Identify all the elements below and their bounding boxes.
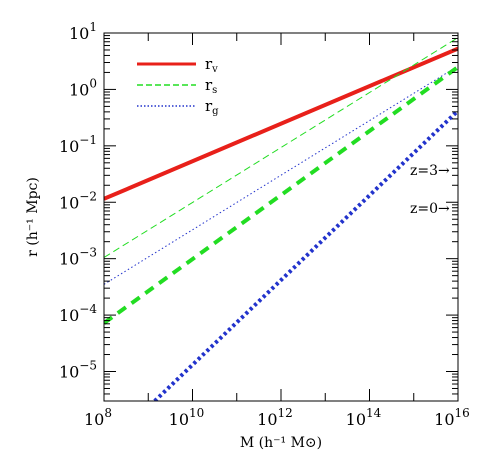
legend: rv rs rg [137, 55, 219, 117]
legend-label-rg: rg [205, 97, 219, 117]
annotation-z0: z=0→ [410, 201, 450, 217]
y-tick-label: 10−1 [59, 133, 97, 156]
x-tick-label: 108 [84, 406, 112, 429]
x-tick-label: 1016 [434, 406, 470, 429]
annotation-z3: z=3→ [410, 163, 450, 179]
y-tick-label: 10−4 [59, 302, 97, 325]
y-axis-label: r (h⁻¹ Mpc) [25, 177, 41, 257]
x-tick-label: 1012 [257, 406, 293, 429]
x-tick-label: 1014 [346, 406, 382, 429]
x-tick-label: 1010 [169, 406, 205, 429]
y-tick-label: 100 [69, 76, 97, 99]
series-line-rg-2 [104, 65, 458, 285]
legend-label-rv: rv [205, 55, 218, 75]
labels-layer: 108 1010 1012 1014 1016 101 100 10−1 10−2 10−3 10−… [59, 20, 470, 429]
y-tick-label: 101 [69, 20, 97, 43]
series-line-rs-3 [104, 65, 458, 325]
y-tick-label: 10−3 [59, 246, 97, 269]
series-line-rs-1 [104, 37, 458, 258]
plot-frame [103, 32, 459, 402]
x-axis-label: M (h⁻¹ M⊙) [240, 435, 322, 451]
y-tick-label: 10−5 [59, 359, 97, 382]
legend-label-rs: rs [205, 76, 217, 96]
series-line-rv-0 [104, 46, 458, 201]
ticks-layer [103, 32, 459, 402]
y-tick-label: 10−2 [59, 189, 97, 212]
series-layer [104, 37, 458, 401]
series-line-rg-4 [153, 109, 458, 401]
